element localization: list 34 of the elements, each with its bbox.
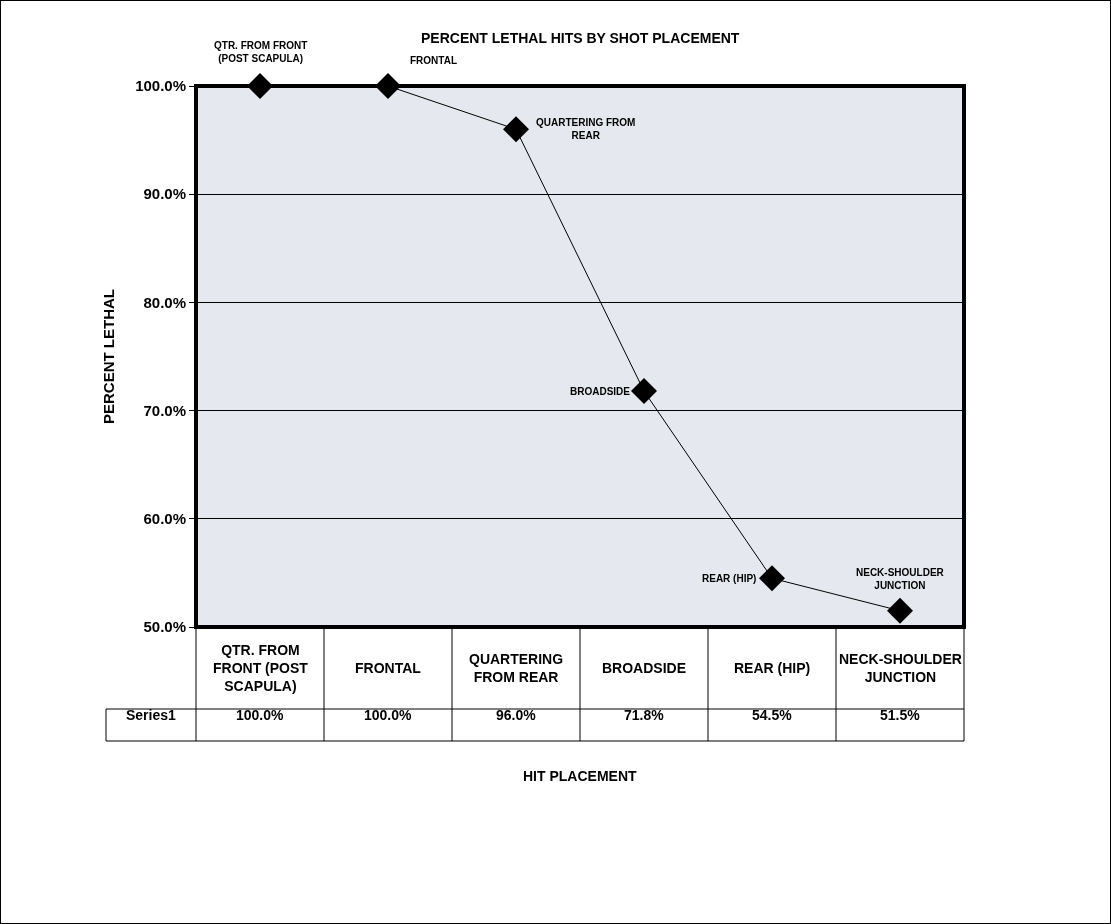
y-tick-label: 70.0%: [143, 401, 186, 419]
y-axis-title: PERCENT LETHAL: [100, 289, 118, 424]
chart-title: PERCENT LETHAL HITS BY SHOT PLACEMENT: [421, 30, 740, 46]
x-tick-label: REAR (HIP): [734, 660, 811, 676]
annotation: FRONTAL: [410, 55, 458, 66]
y-tick-label: 80.0%: [143, 293, 186, 311]
y-tick-label: 90.0%: [143, 185, 186, 203]
point: [375, 73, 401, 99]
x-tick-label: QTR. FROM FRONT (POST SCAPULA): [213, 642, 309, 695]
point: [247, 73, 273, 99]
data-label: 51.5%: [880, 707, 921, 723]
point: [503, 116, 529, 143]
data-label: 54.5%: [752, 707, 793, 723]
point: [887, 597, 913, 624]
annotation: REAR (HIP): [702, 573, 757, 584]
x-tick-label: BROADSIDE: [602, 660, 687, 676]
text: HIT PLACEMENT: [523, 768, 637, 784]
data-label: 71.8%: [624, 707, 665, 723]
point: [759, 565, 785, 592]
annotation: QUARTERING FROM REAR: [536, 117, 636, 141]
y-tick-label: 60.0%: [143, 510, 186, 528]
data-label: 96.0%: [496, 707, 537, 723]
x-tick-label: NECK-SHOULDER JUNCTION: [839, 651, 962, 686]
x-tick-label: QUARTERING FROM REAR: [469, 651, 564, 686]
x-tick-label: FRONTAL: [355, 660, 422, 676]
annotation: BROADSIDE: [570, 386, 631, 397]
data-label: 100.0%: [364, 707, 413, 723]
y-tick-label: 100.0%: [135, 77, 186, 95]
y-tick-label: 50.0%: [143, 618, 186, 636]
annotation: QTR. FROM FRONT (POST SCAPULA): [214, 40, 308, 64]
annotation: NECK-SHOULDER JUNCTION: [856, 567, 945, 591]
text: Series1: [126, 707, 177, 723]
point: [631, 378, 657, 405]
data-label: 100.0%: [236, 707, 285, 723]
